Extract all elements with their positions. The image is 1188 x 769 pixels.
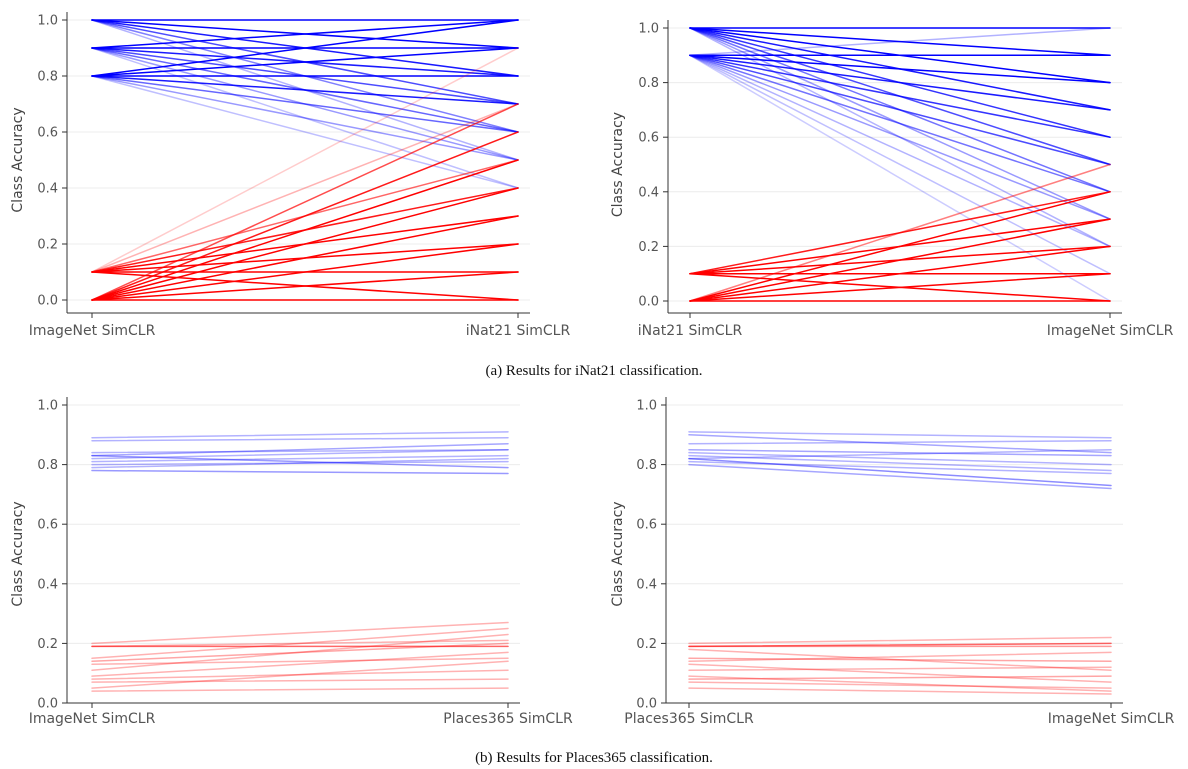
y-tick-label: 0.8 [37, 70, 58, 85]
chart-b-right: 0.0 0.2 0.4 0.6 0.8 1.0 Places365 SimCLR ImageN… [610, 397, 1175, 727]
y-tick-label: 0.2 [636, 637, 657, 652]
series-line-red [92, 679, 508, 682]
series-line-blue [92, 76, 518, 132]
series-line-blue [690, 55, 1110, 82]
x-tick-label: ImageNet SimCLR [1048, 711, 1175, 727]
series-line-blue [690, 55, 1110, 246]
y-tick-label: 0.2 [37, 238, 58, 253]
caption-a: (a) Results for iNat21 classification. [485, 363, 702, 379]
y-tick-label: 0.6 [37, 518, 58, 533]
x-tick-label: ImageNet SimCLR [29, 323, 156, 339]
y-tick-label: 0.6 [37, 126, 58, 141]
x-tick-label: ImageNet SimCLR [29, 711, 156, 727]
y-tick-label: 0.4 [37, 182, 58, 197]
series-line-blue [690, 55, 1110, 273]
y-tick-label: 0.4 [638, 185, 659, 200]
series-line-red [92, 132, 518, 300]
y-tick-label: 0.0 [37, 294, 58, 309]
series-line-blue [690, 55, 1110, 164]
series-line-red [690, 165, 1110, 302]
y-tick-label: 0.8 [37, 458, 58, 473]
y-tick-label: 0.4 [636, 577, 657, 592]
series-line-red [690, 219, 1110, 301]
series-line-blue [92, 471, 508, 474]
series-line-blue [92, 76, 518, 160]
series-line-red [92, 48, 518, 272]
x-tick-label: iNat21 SimCLR [638, 323, 743, 339]
series-line-blue [690, 55, 1110, 192]
y-tick-label: 0.6 [636, 518, 657, 533]
series-line-blue [92, 76, 518, 104]
y-axis-label: Class Accuracy [10, 107, 26, 212]
y-tick-label: 0.8 [636, 458, 657, 473]
series-line-blue [690, 55, 1110, 137]
y-tick-label: 0.2 [638, 240, 659, 255]
x-tick-label: Places365 SimCLR [624, 711, 754, 727]
chart-b-left: 0.0 0.2 0.4 0.6 0.8 1.0 ImageNet SimCLR Places3… [10, 397, 573, 727]
series-line-blue [690, 55, 1110, 301]
x-tick-label: Places365 SimCLR [443, 711, 573, 727]
y-tick-label: 1.0 [638, 22, 659, 37]
series-line-red [92, 160, 518, 300]
x-tick-label: ImageNet SimCLR [1047, 323, 1174, 339]
series-line-blue [92, 432, 508, 438]
y-tick-label: 0.0 [37, 697, 58, 712]
series-line-blue [92, 438, 508, 441]
series-line-red [92, 104, 518, 300]
y-tick-label: 0.0 [638, 295, 659, 310]
y-tick-label: 0.6 [638, 131, 659, 146]
y-tick-label: 1.0 [37, 399, 58, 414]
chart-a-left: 0.0 0.2 0.4 0.6 0.8 1.0 ImageNet SimCLR iNat21 … [10, 12, 570, 339]
y-tick-label: 1.0 [37, 14, 58, 29]
y-tick-label: 0.0 [636, 697, 657, 712]
series-line-red [92, 688, 508, 691]
series-line-red [689, 637, 1111, 643]
y-tick-label: 1.0 [636, 399, 657, 414]
y-tick-label: 0.8 [638, 76, 659, 91]
y-axis-label: Class Accuracy [610, 501, 626, 606]
chart-a-right: 0.0 0.2 0.4 0.6 0.8 1.0 iNat21 SimCLR ImageNet … [610, 20, 1174, 339]
y-tick-label: 0.4 [37, 577, 58, 592]
y-tick-label: 0.2 [37, 637, 58, 652]
y-axis-label: Class Accuracy [10, 501, 26, 606]
caption-b: (b) Results for Places365 classification… [475, 750, 713, 766]
series-line-red [92, 216, 518, 300]
x-tick-label: iNat21 SimCLR [466, 323, 571, 339]
y-axis-label: Class Accuracy [610, 112, 626, 217]
